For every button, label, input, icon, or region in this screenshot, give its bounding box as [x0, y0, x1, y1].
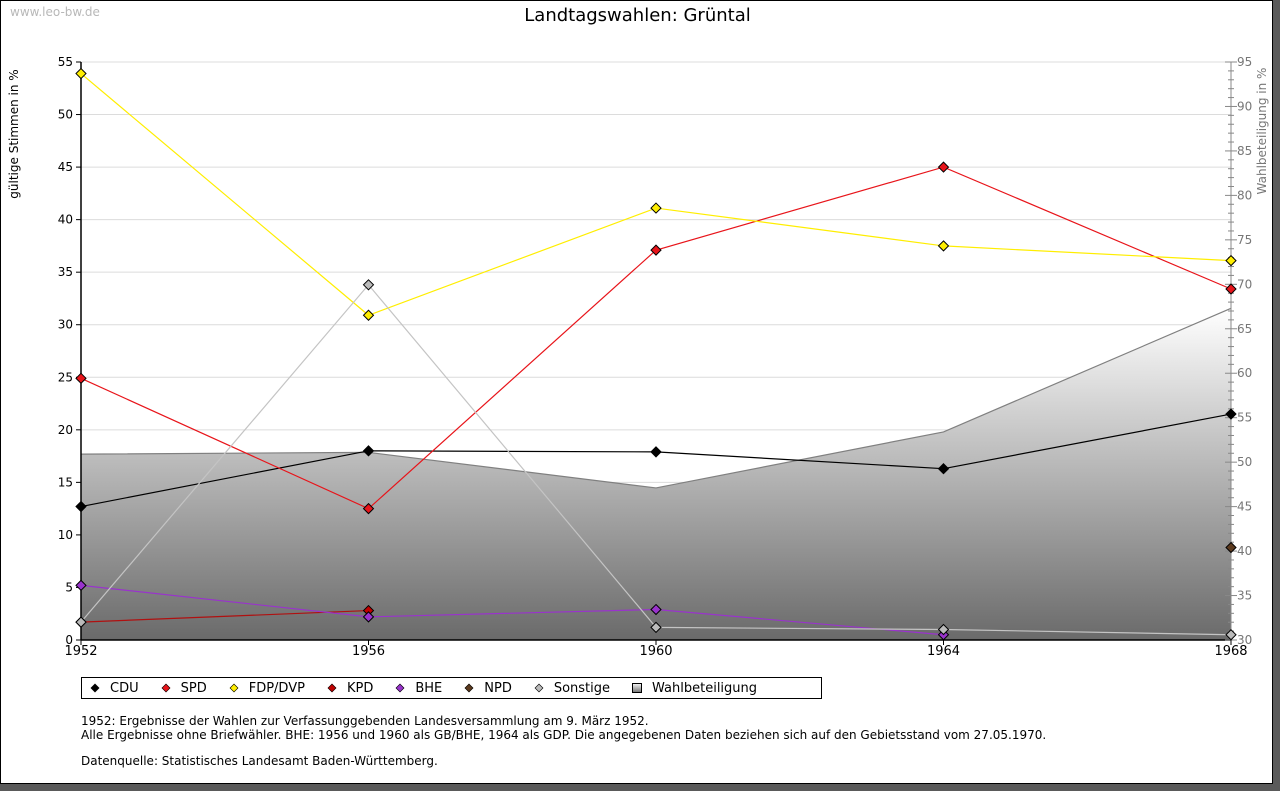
data-point-sonstige — [362, 279, 375, 291]
legend-label: FDP/DVP — [248, 680, 305, 696]
data-point-bhe — [75, 579, 87, 592]
data-point-fdp-dvp — [362, 309, 375, 321]
y-tick-label: 15 — [58, 475, 73, 489]
data-point-sonstige — [75, 616, 87, 628]
legend-diamond-icon — [395, 683, 405, 693]
legend-diamond-icon — [464, 683, 474, 693]
y2-tick-label: 80 — [1237, 188, 1252, 202]
legend-label: CDU — [110, 680, 139, 696]
note-general: Alle Ergebnisse ohne Briefwähler. BHE: 1… — [81, 728, 1047, 742]
y2-tick-label: 85 — [1237, 144, 1252, 158]
legend-item: BHE — [395, 681, 442, 696]
data-point-fdp-dvp — [937, 240, 950, 252]
legend-label: KPD — [346, 680, 374, 696]
y2-tick-label: 35 — [1237, 589, 1252, 603]
legend-item: SPD — [161, 681, 207, 696]
y-tick-label: 0 — [65, 633, 73, 647]
x-tick-label: 1964 — [927, 644, 960, 659]
y2-tick-label: 30 — [1237, 633, 1252, 647]
legend-square-icon — [632, 683, 643, 693]
legend-label: Wahlbeteiligung — [652, 680, 758, 696]
legend-item: FDP/DVP — [229, 681, 305, 696]
data-point-cdu — [1225, 408, 1237, 420]
data-point-fdp-dvp — [75, 67, 87, 80]
data-point-cdu — [75, 500, 87, 513]
area-wahlbeteiligung — [81, 308, 1231, 640]
data-point-sonstige — [937, 623, 950, 636]
area-wahlbeteiligung-outline — [80, 307, 1232, 489]
watermark: www.leo-bw.de — [10, 5, 100, 19]
series-line-fdp-dvp — [80, 73, 1232, 316]
footnotes: 1952: Ergebnisse der Wahlen zur Verfassu… — [81, 714, 1046, 768]
data-point-bhe — [650, 603, 662, 616]
legend-label: Sonstige — [553, 680, 611, 696]
legend-item: Wahlbeteiligung — [632, 681, 757, 696]
data-source: Datenquelle: Statistisches Landesamt Bad… — [81, 754, 438, 768]
legend-diamond-icon — [161, 683, 170, 693]
data-point-spd — [362, 502, 375, 515]
y-tick-label: 55 — [58, 55, 73, 69]
note-1952: 1952: Ergebnisse der Wahlen zur Verfassu… — [81, 714, 649, 728]
y-tick-label: 35 — [58, 265, 73, 279]
legend-label: BHE — [415, 680, 443, 696]
y-tick-label: 25 — [58, 370, 73, 384]
data-point-cdu — [650, 446, 662, 458]
y-tick-label: 50 — [58, 108, 73, 122]
data-point-bhe — [362, 611, 375, 623]
y-tick-label: 30 — [58, 318, 73, 332]
y2-tick-label: 90 — [1237, 99, 1252, 113]
data-point-cdu — [937, 462, 950, 475]
y2-tick-label: 55 — [1237, 411, 1252, 425]
legend-diamond-icon — [90, 683, 100, 693]
y-tick-label: 40 — [58, 213, 73, 227]
legend-diamond-icon — [534, 683, 544, 693]
data-point-spd — [650, 244, 662, 256]
data-point-fdp-dvp — [650, 202, 662, 214]
y2-axis-label: Wahlbeteiligung in % — [1255, 68, 1269, 195]
data-point-sonstige — [1225, 629, 1237, 641]
data-point-sonstige — [650, 621, 662, 634]
legend-item: Sonstige — [534, 681, 610, 696]
y2-tick-label: 40 — [1237, 544, 1252, 558]
x-tick-label: 1956 — [352, 644, 385, 659]
series-line-kpd — [80, 609, 369, 623]
x-tick-label: 1960 — [639, 644, 672, 659]
y2-tick-label: 60 — [1237, 366, 1252, 380]
legend-diamond-icon — [327, 683, 337, 693]
data-point-spd — [937, 161, 950, 173]
y2-tick-label: 70 — [1237, 277, 1252, 291]
legend-label: SPD — [180, 680, 207, 696]
y-tick-label: 20 — [58, 423, 73, 437]
data-point-spd — [75, 372, 87, 385]
y-axis-label: gültige Stimmen in % — [7, 69, 21, 198]
y2-tick-label: 95 — [1237, 55, 1252, 69]
data-point-spd — [1225, 283, 1237, 295]
y-tick-label: 10 — [58, 528, 73, 542]
y-tick-label: 5 — [65, 580, 73, 594]
data-point-npd — [1225, 541, 1237, 554]
legend: CDU SPD FDP/DVP KPD BHE NPD Sonstige Wahlbeteil… — [81, 677, 822, 699]
y2-tick-label: 65 — [1237, 322, 1252, 336]
x-tick-label: 1968 — [1214, 644, 1247, 659]
legend-item: KPD — [327, 681, 373, 696]
y2-tick-label: 75 — [1237, 233, 1252, 247]
legend-item: NPD — [464, 681, 512, 696]
y2-tick-label: 50 — [1237, 455, 1252, 469]
y-tick-label: 45 — [58, 160, 73, 174]
chart-title: Landtagswahlen: Grüntal — [524, 5, 751, 26]
data-point-cdu — [362, 445, 375, 457]
data-point-fdp-dvp — [1225, 254, 1237, 267]
legend-label: NPD — [484, 680, 512, 696]
legend-diamond-icon — [229, 683, 239, 693]
series-line-bhe — [80, 584, 944, 636]
x-tick-label: 1952 — [64, 644, 97, 659]
y2-tick-label: 45 — [1237, 500, 1252, 514]
legend-item: CDU — [90, 681, 139, 696]
